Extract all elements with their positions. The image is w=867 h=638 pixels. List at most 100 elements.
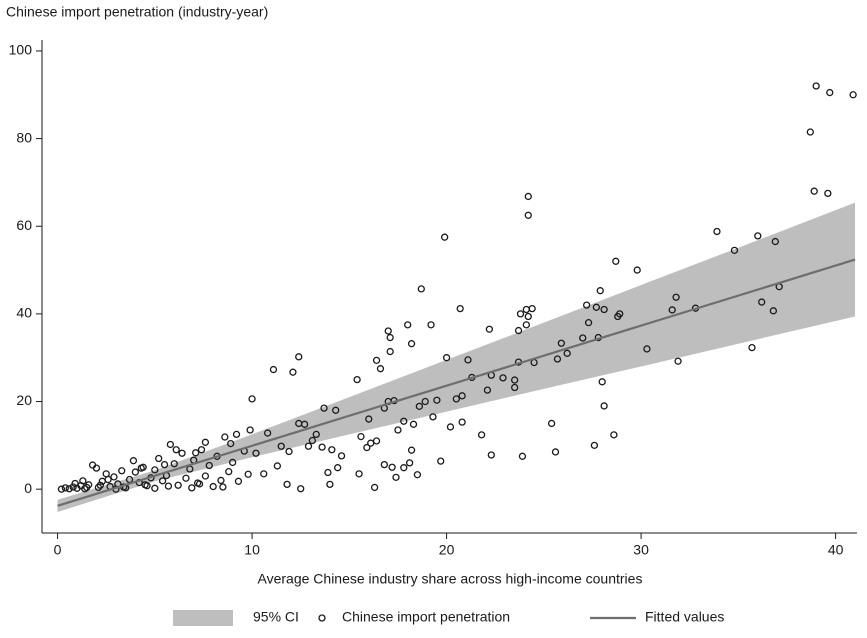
scatter-point xyxy=(328,446,336,454)
legend-label: 95% CI xyxy=(253,609,299,625)
scatter-point xyxy=(610,431,618,439)
scatter-point xyxy=(141,481,149,489)
scatter-point xyxy=(71,479,79,488)
scatter-point xyxy=(131,468,140,476)
scatter-point xyxy=(337,452,346,460)
scatter-point xyxy=(197,446,206,454)
scatter-point xyxy=(158,477,167,485)
scatter-point xyxy=(557,339,565,347)
scatter-point xyxy=(110,473,118,481)
scatter-point xyxy=(363,443,371,452)
scatter-point xyxy=(318,443,326,451)
scatter-point xyxy=(524,211,532,219)
x-tick-label: 40 xyxy=(828,542,844,558)
scatter-point xyxy=(758,298,766,306)
scatter-point xyxy=(616,310,624,318)
scatter-point xyxy=(386,347,394,356)
scatter-point xyxy=(748,343,756,352)
scatter-point xyxy=(227,439,235,448)
scatter-point xyxy=(355,470,363,478)
scatter-point xyxy=(269,365,278,374)
fitted-line xyxy=(57,258,856,507)
scatter-point xyxy=(201,438,210,446)
scatter-point xyxy=(600,305,608,314)
scatter-point xyxy=(522,305,530,314)
scatter-point xyxy=(61,484,69,492)
scatter-point xyxy=(83,483,91,492)
scatter-point xyxy=(584,319,593,327)
x-tick-label: 0 xyxy=(54,542,62,558)
scatter-point xyxy=(151,484,159,492)
scatter-point xyxy=(458,418,466,426)
scatter-point xyxy=(289,368,297,376)
scatter-point xyxy=(324,468,332,477)
scatter-point xyxy=(579,334,587,342)
scatter-point xyxy=(643,345,651,353)
scatter-point xyxy=(209,482,217,491)
scatter-point xyxy=(151,466,159,474)
scatter-point xyxy=(219,483,227,491)
scatter-point xyxy=(483,386,492,394)
scatter-point xyxy=(407,340,416,348)
scatter-point xyxy=(590,441,599,450)
x-axis-label: Average Chinese industry share across hi… xyxy=(258,571,643,587)
scatter-point xyxy=(129,457,138,465)
scatter-point xyxy=(195,480,204,488)
y-tick-label: 80 xyxy=(16,129,32,145)
legend-marker xyxy=(318,614,326,622)
scatter-point xyxy=(442,354,451,362)
scatter-point xyxy=(769,307,778,315)
scatter-point xyxy=(386,333,394,342)
scatter-point xyxy=(674,357,682,365)
scatter-point xyxy=(308,436,317,445)
scatter-point xyxy=(400,464,408,472)
scatter-point xyxy=(312,430,320,439)
scatter-point xyxy=(511,383,519,392)
scatter-point xyxy=(826,88,834,97)
scatter-point xyxy=(380,460,388,469)
scatter-point xyxy=(285,447,293,456)
scatter-point xyxy=(810,187,818,195)
scatter-point xyxy=(730,246,739,254)
scatter-point xyxy=(174,481,182,489)
scatter-point xyxy=(672,293,680,301)
scatter-point xyxy=(437,457,445,465)
scatter-point xyxy=(394,426,402,434)
scatter-point xyxy=(598,378,606,386)
scatter-point xyxy=(252,449,260,457)
x-tick-label: 10 xyxy=(244,542,260,558)
scatter-point xyxy=(79,477,87,485)
scatter-point xyxy=(433,396,441,404)
scatter-point xyxy=(633,266,641,274)
y-tick-label: 20 xyxy=(16,392,32,408)
scatter-point xyxy=(172,446,180,454)
scatter-point xyxy=(553,355,562,363)
scatter-point xyxy=(440,233,449,241)
y-tick-label: 0 xyxy=(24,480,32,496)
scatter-point xyxy=(600,402,608,410)
scatter-point xyxy=(297,485,305,493)
scatter-point xyxy=(421,397,429,406)
scatter-point xyxy=(372,437,381,445)
y-tick-label: 60 xyxy=(16,217,32,233)
scatter-point xyxy=(118,467,126,475)
scatter-point xyxy=(225,467,233,476)
scatter-point xyxy=(499,374,507,382)
scatter-point xyxy=(232,430,241,439)
scatter-point xyxy=(65,485,73,493)
scatter-point xyxy=(104,475,112,484)
scatter-point xyxy=(160,460,169,469)
scatter-point xyxy=(452,395,460,403)
scatter-point xyxy=(522,321,530,329)
scatter-point xyxy=(246,426,254,434)
scatter-point xyxy=(528,304,536,313)
scatter-point xyxy=(582,301,591,309)
y-tick-label: 40 xyxy=(16,305,32,321)
scatter-point xyxy=(806,128,814,136)
scatter-point xyxy=(458,392,466,400)
scatter-point xyxy=(400,417,408,425)
scatter-point xyxy=(812,82,820,90)
scatter-point xyxy=(137,464,145,472)
scatter-point xyxy=(357,432,365,441)
